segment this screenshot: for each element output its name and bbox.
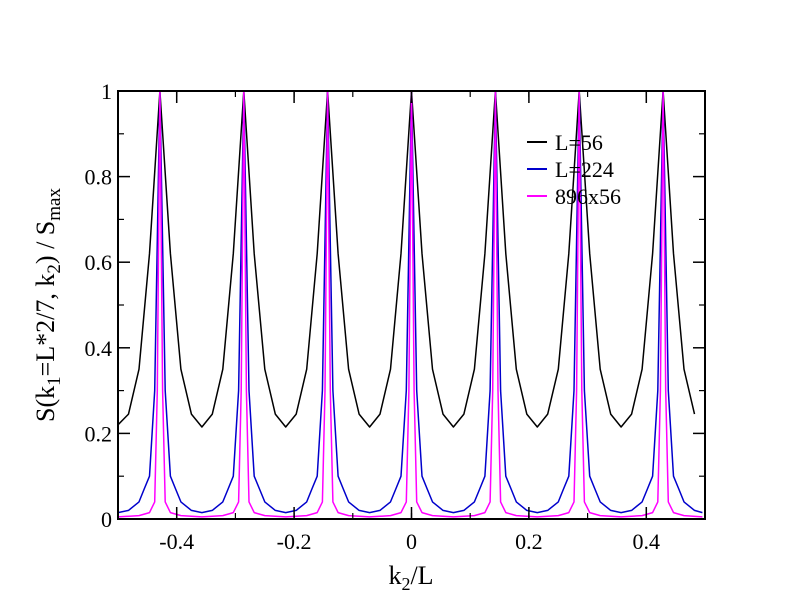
y-axis-label: S(k1=L*2/7, k2) / Smax: [31, 188, 65, 422]
x-tick-label: -0.4: [159, 529, 194, 554]
x-tick-label: 0.4: [633, 529, 661, 554]
series-line-0: [117, 90, 696, 428]
x-tick-label: 0.2: [515, 529, 543, 554]
x-tick-label: 0: [406, 529, 417, 554]
y-tick-label: 1: [101, 79, 112, 104]
legend-label-0: L=56: [555, 130, 603, 155]
y-axis-label-text: S(k1=L*2/7, k2) / Smax: [31, 188, 65, 422]
x-axis-label: k2/L: [388, 561, 433, 594]
legend-label-1: L=224: [555, 157, 614, 182]
y-tick-label: 0.2: [85, 421, 113, 446]
y-tick-label: 0.6: [85, 250, 113, 275]
y-tick-label: 0.8: [85, 165, 113, 190]
y-tick-label: 0.4: [85, 336, 113, 361]
y-tick-label: 0: [101, 507, 112, 532]
x-tick-label: -0.2: [277, 529, 312, 554]
ticks-layer: -0.4 -0.2 0 0.2 0.4 0 0.2 0.4 0.6 0.8 1: [85, 79, 706, 554]
legend-label-2: 896x56: [555, 184, 621, 209]
